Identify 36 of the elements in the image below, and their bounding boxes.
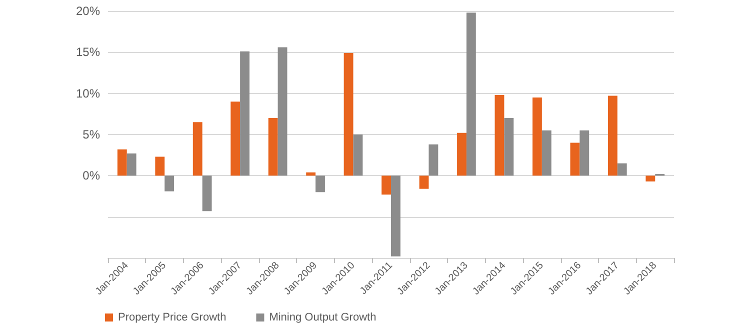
- bar: [155, 156, 165, 176]
- bar: [164, 176, 174, 192]
- bar: [617, 163, 627, 176]
- bar: [316, 176, 325, 192]
- legend-label: Mining Output Growth: [269, 312, 376, 324]
- bar: [240, 51, 250, 176]
- bar: [419, 176, 429, 189]
- y-tick-label: 5%: [82, 128, 100, 142]
- bar: [126, 153, 136, 176]
- bar: [382, 176, 391, 195]
- bar: [646, 176, 656, 182]
- bar: [428, 144, 438, 176]
- bar: [457, 132, 466, 176]
- bar: [494, 94, 504, 176]
- bar: [580, 130, 590, 176]
- bar: [391, 176, 400, 256]
- bar: [344, 52, 354, 176]
- bar: [466, 12, 476, 176]
- bar: [202, 176, 212, 212]
- y-tick-label: 20%: [76, 4, 100, 18]
- bar: [542, 130, 552, 176]
- bar: [532, 97, 542, 176]
- bar: [268, 118, 278, 176]
- bar: [353, 134, 363, 176]
- bar: [230, 102, 240, 176]
- bar: [192, 122, 202, 176]
- bar: [570, 142, 580, 176]
- bar: [306, 172, 316, 176]
- y-tick-label: 10%: [76, 86, 100, 100]
- bar: [278, 47, 288, 176]
- y-tick-label: 0%: [82, 168, 100, 183]
- y-tick-label: 15%: [76, 45, 100, 60]
- bar: [608, 96, 618, 176]
- bar: [117, 149, 127, 176]
- legend-label: Property Price Growth: [118, 312, 226, 324]
- bar: [504, 118, 514, 176]
